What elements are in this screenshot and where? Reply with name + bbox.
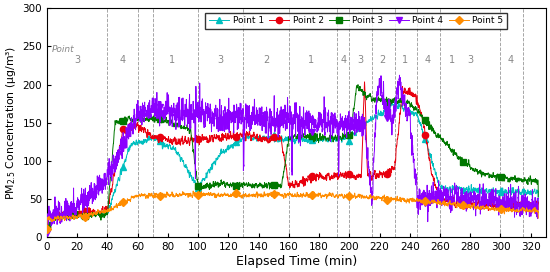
Text: 2: 2 bbox=[263, 55, 270, 66]
Point 4 bbox=[77, 203, 84, 206]
Text: Point: Point bbox=[52, 45, 74, 54]
Point 1 bbox=[392, 100, 398, 103]
Text: 2: 2 bbox=[379, 55, 386, 66]
Point 2 bbox=[77, 214, 84, 217]
Text: 3: 3 bbox=[467, 55, 474, 66]
Line: Point 3: Point 3 bbox=[44, 82, 541, 228]
Point 3 bbox=[355, 83, 361, 86]
Point 4 bbox=[199, 99, 205, 103]
Text: 1: 1 bbox=[449, 55, 455, 66]
Line: Point 1: Point 1 bbox=[44, 98, 541, 230]
Text: 1: 1 bbox=[309, 55, 315, 66]
Point 3 bbox=[146, 119, 152, 123]
Point 5 bbox=[43, 228, 50, 231]
Text: 1: 1 bbox=[402, 55, 408, 66]
Point 3 bbox=[315, 138, 321, 141]
Point 5 bbox=[315, 194, 322, 197]
Point 5 bbox=[199, 192, 205, 195]
Text: 4: 4 bbox=[425, 55, 431, 66]
Text: 1: 1 bbox=[169, 55, 175, 66]
Point 1 bbox=[77, 215, 84, 218]
Point 3 bbox=[43, 224, 50, 227]
Text: 4: 4 bbox=[340, 55, 346, 66]
Point 2 bbox=[361, 80, 368, 84]
Text: 3: 3 bbox=[74, 55, 80, 66]
Point 1 bbox=[315, 137, 321, 141]
Point 2 bbox=[146, 132, 152, 136]
Point 4 bbox=[43, 232, 50, 235]
Point 1 bbox=[391, 103, 398, 107]
Point 1 bbox=[428, 162, 435, 165]
Point 2 bbox=[199, 137, 205, 141]
Point 2 bbox=[391, 168, 398, 171]
Point 3 bbox=[199, 186, 205, 190]
Point 2 bbox=[428, 174, 435, 177]
Point 1 bbox=[43, 225, 50, 228]
X-axis label: Elapsed Time (min): Elapsed Time (min) bbox=[236, 255, 357, 268]
Point 3 bbox=[428, 129, 435, 133]
Line: Point 4: Point 4 bbox=[44, 72, 541, 237]
Point 4 bbox=[396, 73, 403, 77]
Point 4 bbox=[146, 101, 152, 104]
Text: 4: 4 bbox=[119, 55, 125, 66]
Point 1 bbox=[535, 202, 542, 205]
Line: Point 5: Point 5 bbox=[44, 188, 541, 233]
Point 2 bbox=[535, 208, 542, 212]
Point 4 bbox=[315, 121, 321, 124]
Point 3 bbox=[77, 214, 84, 217]
Point 1 bbox=[199, 180, 205, 184]
Point 5 bbox=[391, 197, 398, 201]
Point 1 bbox=[146, 139, 152, 142]
Legend: Point 1, Point 2, Point 3, Point 4, Point 5: Point 1, Point 2, Point 3, Point 4, Poin… bbox=[206, 13, 507, 29]
Line: Point 2: Point 2 bbox=[44, 79, 541, 230]
Y-axis label: PM$_{2.5}$ Concentration (μg/m³): PM$_{2.5}$ Concentration (μg/m³) bbox=[4, 45, 18, 200]
Point 5 bbox=[190, 189, 196, 193]
Text: 4: 4 bbox=[508, 55, 514, 66]
Point 5 bbox=[146, 195, 152, 198]
Text: 3: 3 bbox=[357, 55, 363, 66]
Point 4 bbox=[391, 113, 398, 116]
Point 5 bbox=[535, 217, 542, 220]
Point 5 bbox=[428, 200, 435, 203]
Point 4 bbox=[428, 202, 435, 205]
Point 3 bbox=[391, 99, 398, 103]
Point 5 bbox=[77, 215, 84, 218]
Point 4 bbox=[535, 197, 542, 200]
Point 3 bbox=[535, 195, 542, 198]
Text: 3: 3 bbox=[218, 55, 224, 66]
Point 2 bbox=[315, 173, 321, 177]
Point 2 bbox=[43, 226, 50, 229]
